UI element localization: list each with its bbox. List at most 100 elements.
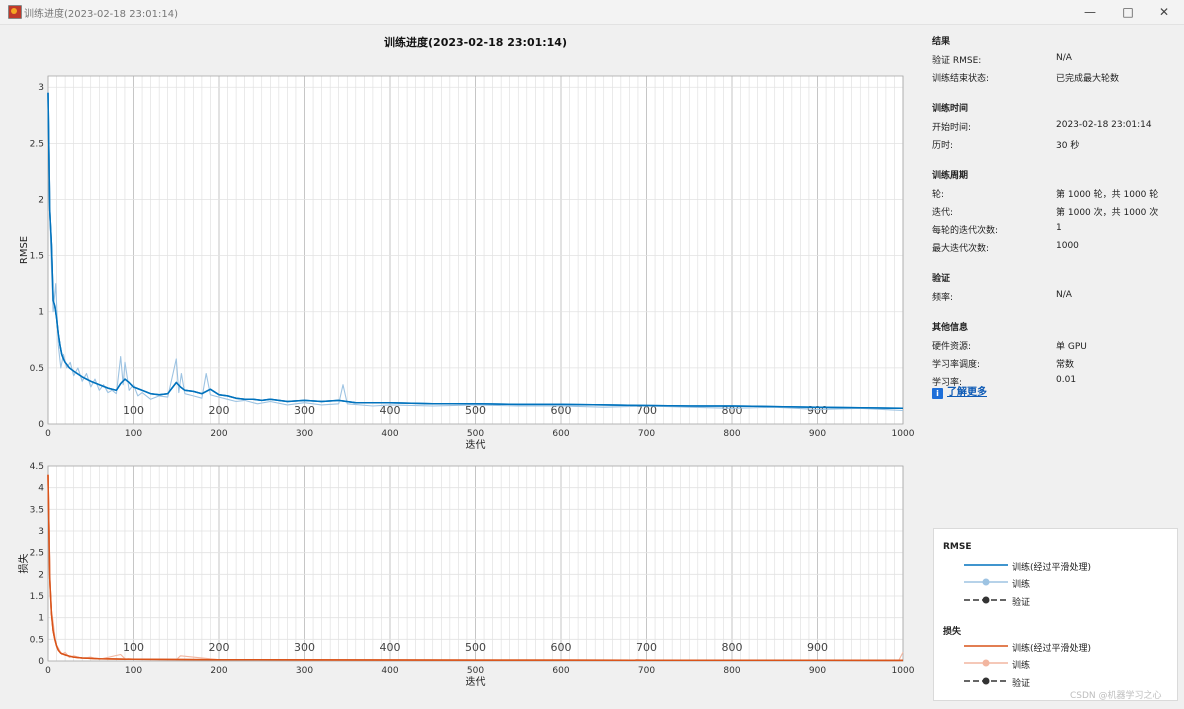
minimize-icon[interactable]: — bbox=[1084, 5, 1096, 19]
x-tick-label: 400 bbox=[381, 429, 398, 439]
info-key: 学习率调度: bbox=[932, 360, 981, 370]
info-value: 已完成最大轮数 bbox=[1056, 74, 1120, 84]
info-key: 学习率: bbox=[932, 378, 963, 388]
info-value: 0.01 bbox=[1056, 375, 1077, 385]
y-tick-label: 2.5 bbox=[30, 549, 44, 559]
info-value: 常数 bbox=[1056, 360, 1075, 370]
y-tick-label: 1.5 bbox=[30, 252, 44, 262]
x-tick-label: 500 bbox=[467, 429, 484, 439]
epoch-label: 100 bbox=[123, 641, 144, 654]
info-key: 验证 RMSE: bbox=[932, 56, 982, 66]
epoch-label: 900 bbox=[807, 641, 828, 654]
epoch-label: 700 bbox=[636, 641, 657, 654]
x-tick-label: 0 bbox=[45, 429, 51, 439]
info-section: 训练时间 开始时间: 2023-02-18 23:01:14 历时: 30 秒 bbox=[932, 101, 1182, 156]
epoch-label: 700 bbox=[636, 404, 657, 417]
legend-label: 训练 bbox=[1012, 661, 1031, 671]
x-tick-label: 800 bbox=[723, 666, 740, 676]
epoch-label: 600 bbox=[551, 641, 572, 654]
legend-rmse-smoothed: 训练(经过平滑处理) bbox=[934, 559, 1177, 573]
x-tick-label: 700 bbox=[638, 666, 655, 676]
x-axis-label: 迭代 bbox=[466, 439, 486, 451]
info-section: 结果验证 RMSE: N/A 训练结束状态: 已完成最大轮数 bbox=[932, 34, 1182, 89]
y-axis-label: 损失 bbox=[17, 554, 30, 574]
info-panel: 结果验证 RMSE: N/A 训练结束状态: 已完成最大轮数训练时间开始时间: 2023… bbox=[932, 34, 1182, 405]
marker-swatch-icon bbox=[964, 578, 1008, 586]
y-tick-label: 3.5 bbox=[30, 505, 44, 515]
info-key: 轮: bbox=[932, 190, 945, 200]
info-row: 硬件资源: 单 GPU bbox=[932, 339, 1182, 357]
epoch-label: 400 bbox=[380, 641, 401, 654]
y-tick-label: 2.5 bbox=[30, 139, 44, 149]
info-value: 2023-02-18 23:01:14 bbox=[1056, 120, 1152, 130]
legend-label: 验证 bbox=[1012, 598, 1031, 608]
learn-more-label: 了解更多 bbox=[947, 387, 987, 398]
x-tick-label: 300 bbox=[296, 429, 313, 439]
legend-loss-smoothed: 训练(经过平滑处理) bbox=[934, 640, 1177, 654]
x-tick-label: 600 bbox=[552, 429, 569, 439]
info-row: 最大迭代次数: 1000 bbox=[932, 241, 1182, 259]
x-tick-label: 700 bbox=[638, 429, 655, 439]
info-section-title: 验证 bbox=[932, 274, 951, 284]
info-row: 每轮的迭代次数: 1 bbox=[932, 223, 1182, 241]
plots-area: 100 200 300 400 500 600 700 800 900 0 100 200 300 400… bbox=[0, 26, 925, 705]
y-tick-label: 1 bbox=[38, 308, 44, 318]
x-tick-label: 200 bbox=[210, 429, 227, 439]
y-tick-label: 0.5 bbox=[30, 635, 44, 645]
y-tick-label: 1.5 bbox=[30, 592, 44, 602]
watermark: CSDN @机器学习之心 bbox=[1070, 691, 1162, 701]
learn-more-link[interactable]: i 了解更多 bbox=[932, 383, 987, 399]
info-key: 迭代: bbox=[932, 208, 954, 218]
info-key: 历时: bbox=[932, 141, 954, 151]
legend-label: 验证 bbox=[1012, 679, 1031, 689]
info-key: 开始时间: bbox=[932, 123, 972, 133]
y-tick-label: 1 bbox=[38, 614, 44, 624]
info-key: 硬件资源: bbox=[932, 342, 972, 352]
plot-frame bbox=[47, 75, 904, 425]
legend-panel: RMSE 训练(经过平滑处理) 训练 验证 损失 训练(经过平滑处理) 训练 验… bbox=[933, 528, 1178, 701]
info-row: 轮: 第 1000 轮，共 1000 轮 bbox=[932, 187, 1182, 205]
close-icon[interactable]: ✕ bbox=[1158, 5, 1170, 19]
info-row: 学习率: 0.01 bbox=[932, 375, 1182, 393]
info-row: 学习率调度: 常数 bbox=[932, 357, 1182, 375]
epoch-label: 200 bbox=[209, 404, 230, 417]
info-value: N/A bbox=[1056, 53, 1072, 63]
x-tick-label: 900 bbox=[809, 429, 826, 439]
x-tick-label: 100 bbox=[125, 666, 142, 676]
dashed-marker-swatch-icon bbox=[964, 677, 1008, 685]
epoch-label: 200 bbox=[209, 641, 230, 654]
y-tick-label: 2 bbox=[38, 195, 44, 205]
y-tick-label: 2 bbox=[38, 570, 44, 580]
info-section: 训练周期 轮: 第 1000 轮，共 1000 轮迭代: 第 1000 次，共 100… bbox=[932, 168, 1182, 259]
info-value: 1 bbox=[1056, 223, 1062, 233]
maximize-icon[interactable]: □ bbox=[1122, 5, 1134, 19]
epoch-label: 500 bbox=[465, 404, 486, 417]
chart-title: 训练进度(2023-02-18 23:01:14) bbox=[384, 35, 567, 49]
info-key: 每轮的迭代次数: bbox=[932, 226, 999, 236]
plot-frame bbox=[47, 465, 904, 662]
epoch-label: 300 bbox=[294, 404, 315, 417]
legend-rmse-training: 训练 bbox=[934, 576, 1177, 590]
legend-label: 训练(经过平滑处理) bbox=[1012, 563, 1092, 573]
y-tick-label: 0 bbox=[38, 420, 44, 430]
dashed-marker-swatch-icon bbox=[964, 596, 1008, 604]
y-tick-label: 3 bbox=[38, 527, 44, 537]
info-section-title: 其他信息 bbox=[932, 323, 969, 333]
info-section-title: 结果 bbox=[932, 37, 951, 47]
line-swatch-icon bbox=[964, 645, 1008, 647]
y-tick-label: 0.5 bbox=[30, 364, 44, 374]
epoch-label: 300 bbox=[294, 641, 315, 654]
matlab-app-icon bbox=[8, 5, 22, 19]
line-swatch-icon bbox=[964, 564, 1008, 566]
info-row: 训练结束状态: 已完成最大轮数 bbox=[932, 71, 1182, 89]
info-value: N/A bbox=[1056, 290, 1072, 300]
y-tick-label: 4 bbox=[38, 484, 44, 494]
x-tick-label: 300 bbox=[296, 666, 313, 676]
legend-loss-title: 损失 bbox=[943, 627, 962, 637]
info-section-title: 训练时间 bbox=[932, 104, 969, 114]
info-value: 第 1000 次，共 1000 次 bbox=[1056, 208, 1159, 218]
x-tick-label: 0 bbox=[45, 666, 51, 676]
x-tick-label: 400 bbox=[381, 666, 398, 676]
legend-loss-training: 训练 bbox=[934, 657, 1177, 671]
